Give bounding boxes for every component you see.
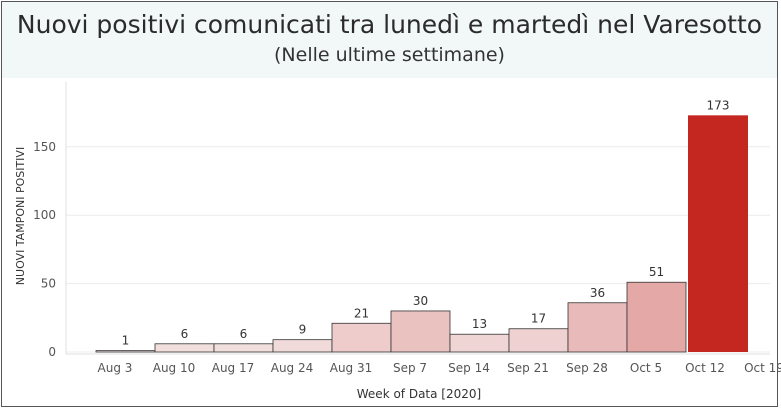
bars [95, 115, 748, 353]
data-labels: 1 6 6 9 21 30 13 17 36 51 173 [122, 98, 730, 347]
title-band: Nuovi positivi comunicati tra lunedì e m… [2, 2, 777, 78]
x-tick-label: Aug 17 [212, 361, 255, 375]
y-tick-label: 0 [48, 345, 56, 359]
chart-subtitle: (Nelle ultime settimane) [274, 44, 505, 66]
x-tick-label: Sep 21 [507, 361, 549, 375]
bar[interactable] [567, 302, 628, 353]
data-label: 51 [649, 265, 664, 279]
x-tick-label: Sep 14 [448, 361, 490, 375]
data-label: 9 [299, 323, 307, 337]
x-tick-label: Sep 7 [393, 361, 427, 375]
x-tick-label: Aug 3 [98, 361, 133, 375]
bar[interactable] [626, 281, 687, 353]
highlight-bar[interactable] [688, 115, 748, 352]
x-axis-title: Week of Data [2020] [357, 387, 481, 401]
bar[interactable] [95, 350, 156, 353]
bar[interactable] [213, 343, 274, 353]
y-tick-label: 150 [33, 140, 56, 154]
data-label: 13 [472, 317, 487, 331]
x-tick-label: Sep 28 [566, 361, 608, 375]
x-tick-label: Aug 10 [153, 361, 196, 375]
data-label: 1 [122, 334, 130, 348]
y-tick-labels: 0 50 100 150 [33, 140, 56, 359]
x-tick-label: Oct 12 [685, 361, 725, 375]
data-label: 6 [181, 327, 189, 341]
y-axis-title: NUOVI TAMPONI POSITIVI [14, 147, 27, 285]
x-tick-label: Oct 5 [630, 361, 662, 375]
bar[interactable] [449, 333, 510, 353]
bar[interactable] [272, 339, 333, 353]
x-tick-label: Aug 24 [271, 361, 314, 375]
data-label: 30 [413, 294, 428, 308]
bar[interactable] [390, 310, 451, 353]
highlight-data-label: 173 [707, 98, 730, 112]
data-label: 21 [354, 306, 369, 320]
data-label: 36 [590, 286, 605, 300]
bar[interactable] [331, 322, 392, 353]
x-tick-label: Aug 31 [330, 361, 373, 375]
x-tick-labels: Aug 3 Aug 10 Aug 17 Aug 24 Aug 31 Sep 7 Sep 14… [98, 361, 781, 375]
bar[interactable] [508, 328, 569, 353]
data-label: 6 [240, 327, 248, 341]
y-tick-label: 100 [33, 208, 56, 222]
data-label: 17 [531, 312, 546, 326]
bar[interactable] [154, 343, 215, 353]
y-tick-label: 50 [41, 277, 56, 291]
chart-title: Nuovi positivi comunicati tra lunedì e m… [16, 10, 763, 39]
x-tick-label: Oct 19 [744, 361, 781, 375]
